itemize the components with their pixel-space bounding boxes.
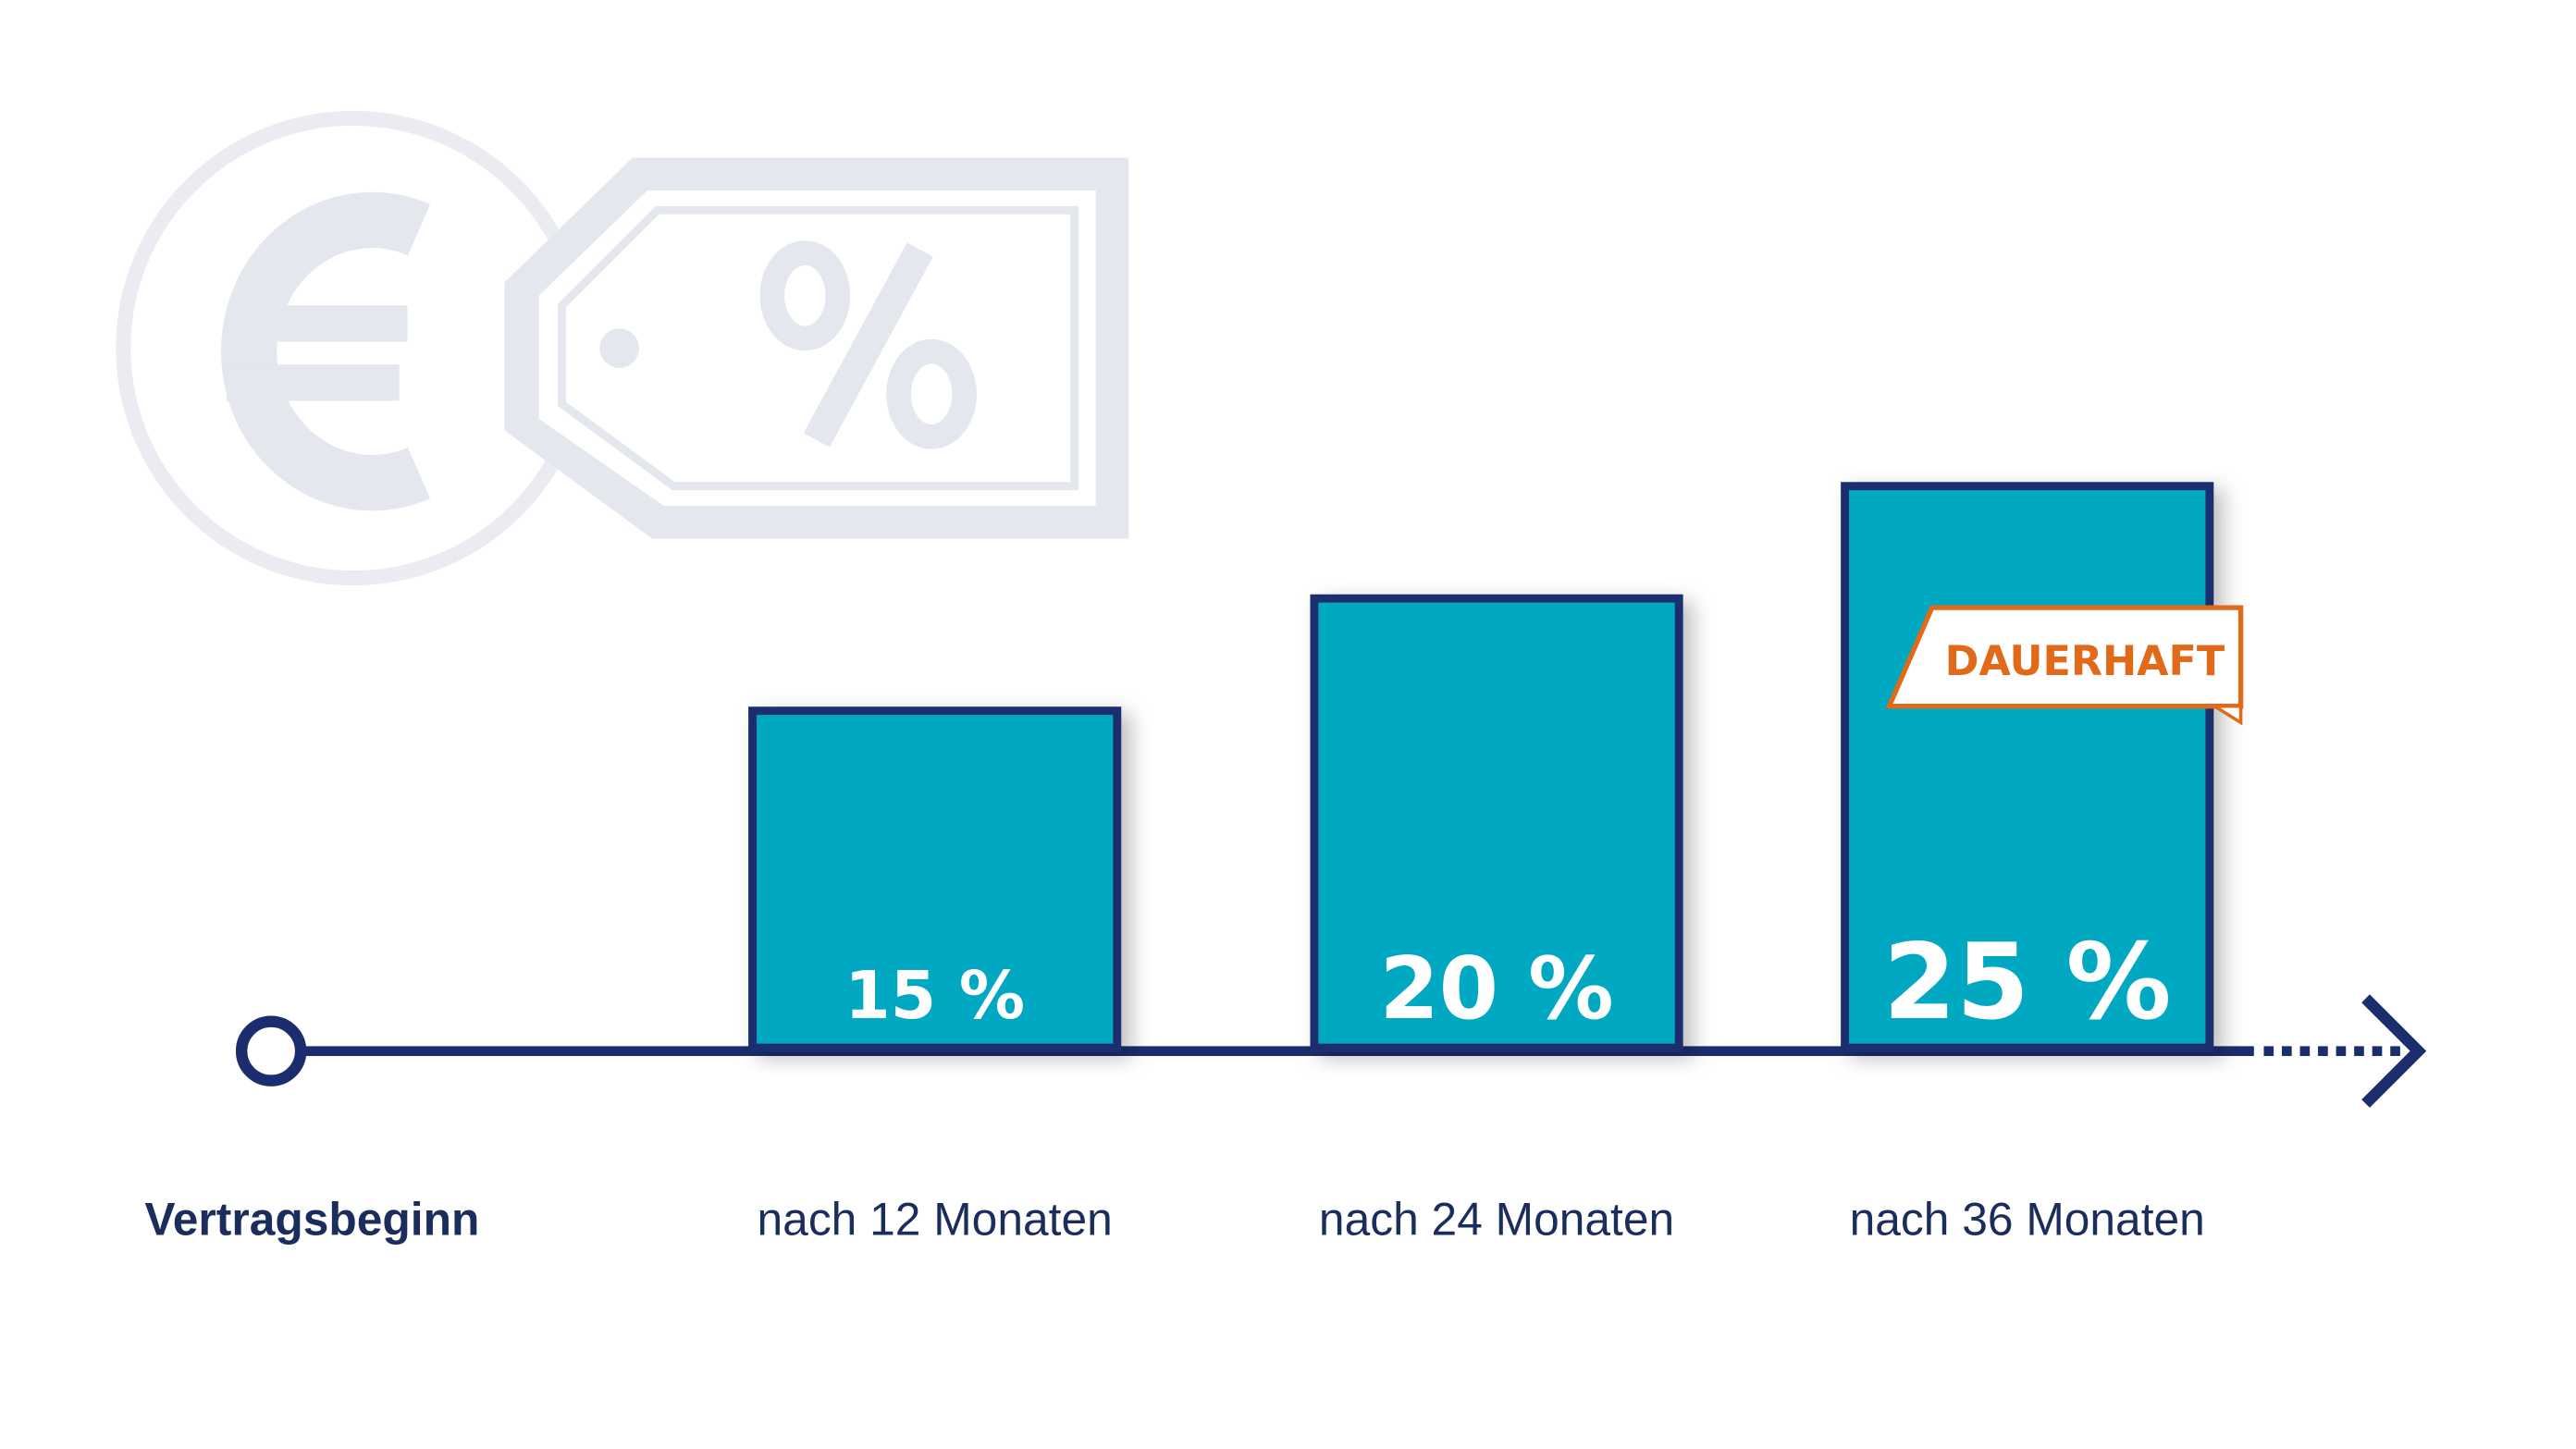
bar: [1310, 594, 1683, 1052]
value-label: 15 %: [844, 957, 1025, 1034]
bar: [748, 706, 1122, 1052]
start-label: Vertragsbeginn: [144, 1194, 479, 1246]
value-label: 20 %: [1379, 939, 1613, 1038]
badge-fold: [2208, 704, 2243, 726]
x-tick-label: nach 12 Monaten: [758, 1194, 1113, 1246]
price-icon: [116, 110, 1129, 586]
value-label: 25 %: [1883, 920, 2172, 1043]
annotation-badge: [1885, 605, 2244, 709]
annotation: DAUERHAFT: [1945, 638, 2225, 685]
x-tick-label: nach 24 Monaten: [1319, 1194, 1674, 1246]
x-tick-label: nach 36 Monaten: [1850, 1194, 2205, 1246]
bar: [1841, 482, 2214, 1052]
